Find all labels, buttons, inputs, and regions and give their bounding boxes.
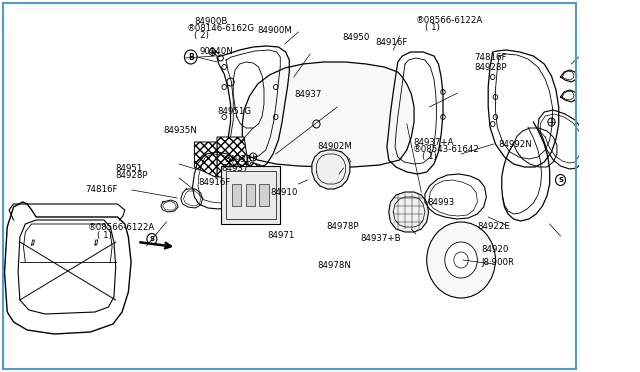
Text: 84950: 84950 — [342, 33, 370, 42]
Text: 74816F: 74816F — [86, 185, 118, 194]
Text: ( 1): ( 1) — [97, 231, 112, 240]
Polygon shape — [312, 150, 350, 189]
Text: J8·900R: J8·900R — [481, 258, 515, 267]
Text: 84951: 84951 — [116, 164, 143, 173]
Text: ®08566-6122A: ®08566-6122A — [88, 223, 155, 232]
Polygon shape — [388, 192, 429, 232]
Text: ( 1): ( 1) — [422, 153, 437, 161]
Text: 84902M: 84902M — [317, 142, 352, 151]
Text: ( 2): ( 2) — [194, 31, 209, 40]
Text: 84916F: 84916F — [375, 38, 407, 46]
Text: S: S — [558, 177, 563, 183]
Text: ®08146-6162G: ®08146-6162G — [186, 24, 255, 33]
Text: 84900M: 84900M — [257, 26, 292, 35]
Circle shape — [445, 242, 477, 278]
Text: S: S — [149, 236, 154, 242]
Bar — [221, 166, 280, 224]
Text: 84936: 84936 — [225, 155, 252, 164]
Text: 84937: 84937 — [294, 90, 321, 99]
Polygon shape — [195, 142, 217, 177]
Text: 84928P: 84928P — [116, 171, 148, 180]
Text: B: B — [188, 52, 194, 61]
Text: 84951G: 84951G — [217, 107, 251, 116]
Text: 84910: 84910 — [271, 188, 298, 197]
Text: 84978P: 84978P — [326, 222, 359, 231]
Bar — [246, 184, 255, 206]
Text: 90940N: 90940N — [200, 47, 234, 56]
Text: 84992N: 84992N — [499, 140, 532, 149]
Text: 84935N: 84935N — [163, 126, 197, 135]
Polygon shape — [217, 137, 248, 177]
Text: ®08543-61642: ®08543-61642 — [413, 145, 480, 154]
Text: 84993: 84993 — [427, 198, 454, 207]
Text: 84937: 84937 — [221, 164, 248, 173]
Circle shape — [427, 222, 495, 298]
Text: 84928P: 84928P — [474, 63, 507, 72]
Bar — [226, 171, 276, 219]
Text: 84937+A: 84937+A — [413, 138, 454, 147]
Text: 84900B: 84900B — [195, 17, 228, 26]
Text: 84920: 84920 — [481, 245, 509, 254]
Text: 84922E: 84922E — [477, 222, 510, 231]
Text: 84978N: 84978N — [317, 262, 351, 270]
Bar — [232, 184, 241, 206]
Polygon shape — [246, 162, 267, 177]
Text: ( 1): ( 1) — [425, 23, 440, 32]
Text: 74816F: 74816F — [474, 53, 507, 62]
Text: 84971: 84971 — [268, 231, 294, 240]
Text: 84916F: 84916F — [198, 178, 230, 187]
Polygon shape — [243, 62, 414, 167]
Text: 84937+B: 84937+B — [360, 234, 401, 243]
Bar — [259, 184, 269, 206]
Text: ®08566-6122A: ®08566-6122A — [415, 16, 483, 25]
